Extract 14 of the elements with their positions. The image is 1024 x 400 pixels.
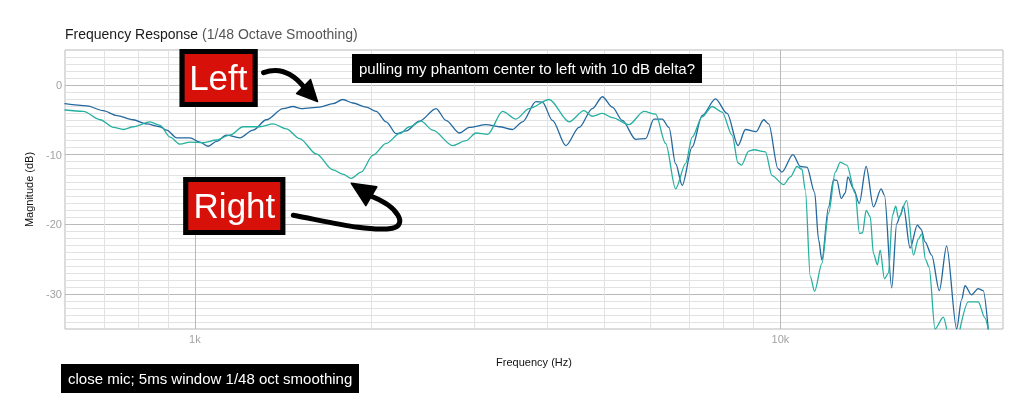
text: close mic; 5ms window 1/48 oct smoothing (61, 364, 360, 393)
y-tick-label: -30 (46, 288, 62, 301)
y-tick-label: 0 (55, 78, 62, 91)
annotation: Right (183, 177, 286, 236)
x-axis-title: Frequency (Hz) (496, 355, 572, 368)
x-tick-label: 1k (189, 332, 202, 345)
annotation: pulling my phantom center to left with 10 dB delta? (352, 54, 703, 83)
annotation: Left (179, 48, 258, 107)
y-tick-label: -10 (46, 148, 62, 161)
chart-subtitle: (1/48 Octave Smoothing) (202, 26, 358, 42)
chart-title: Frequency Response (65, 26, 199, 42)
y-axis-title: Magnitude (dB) (22, 151, 35, 228)
y-tick-label: -20 (46, 218, 62, 231)
x-tick-label: 10k (771, 332, 790, 345)
